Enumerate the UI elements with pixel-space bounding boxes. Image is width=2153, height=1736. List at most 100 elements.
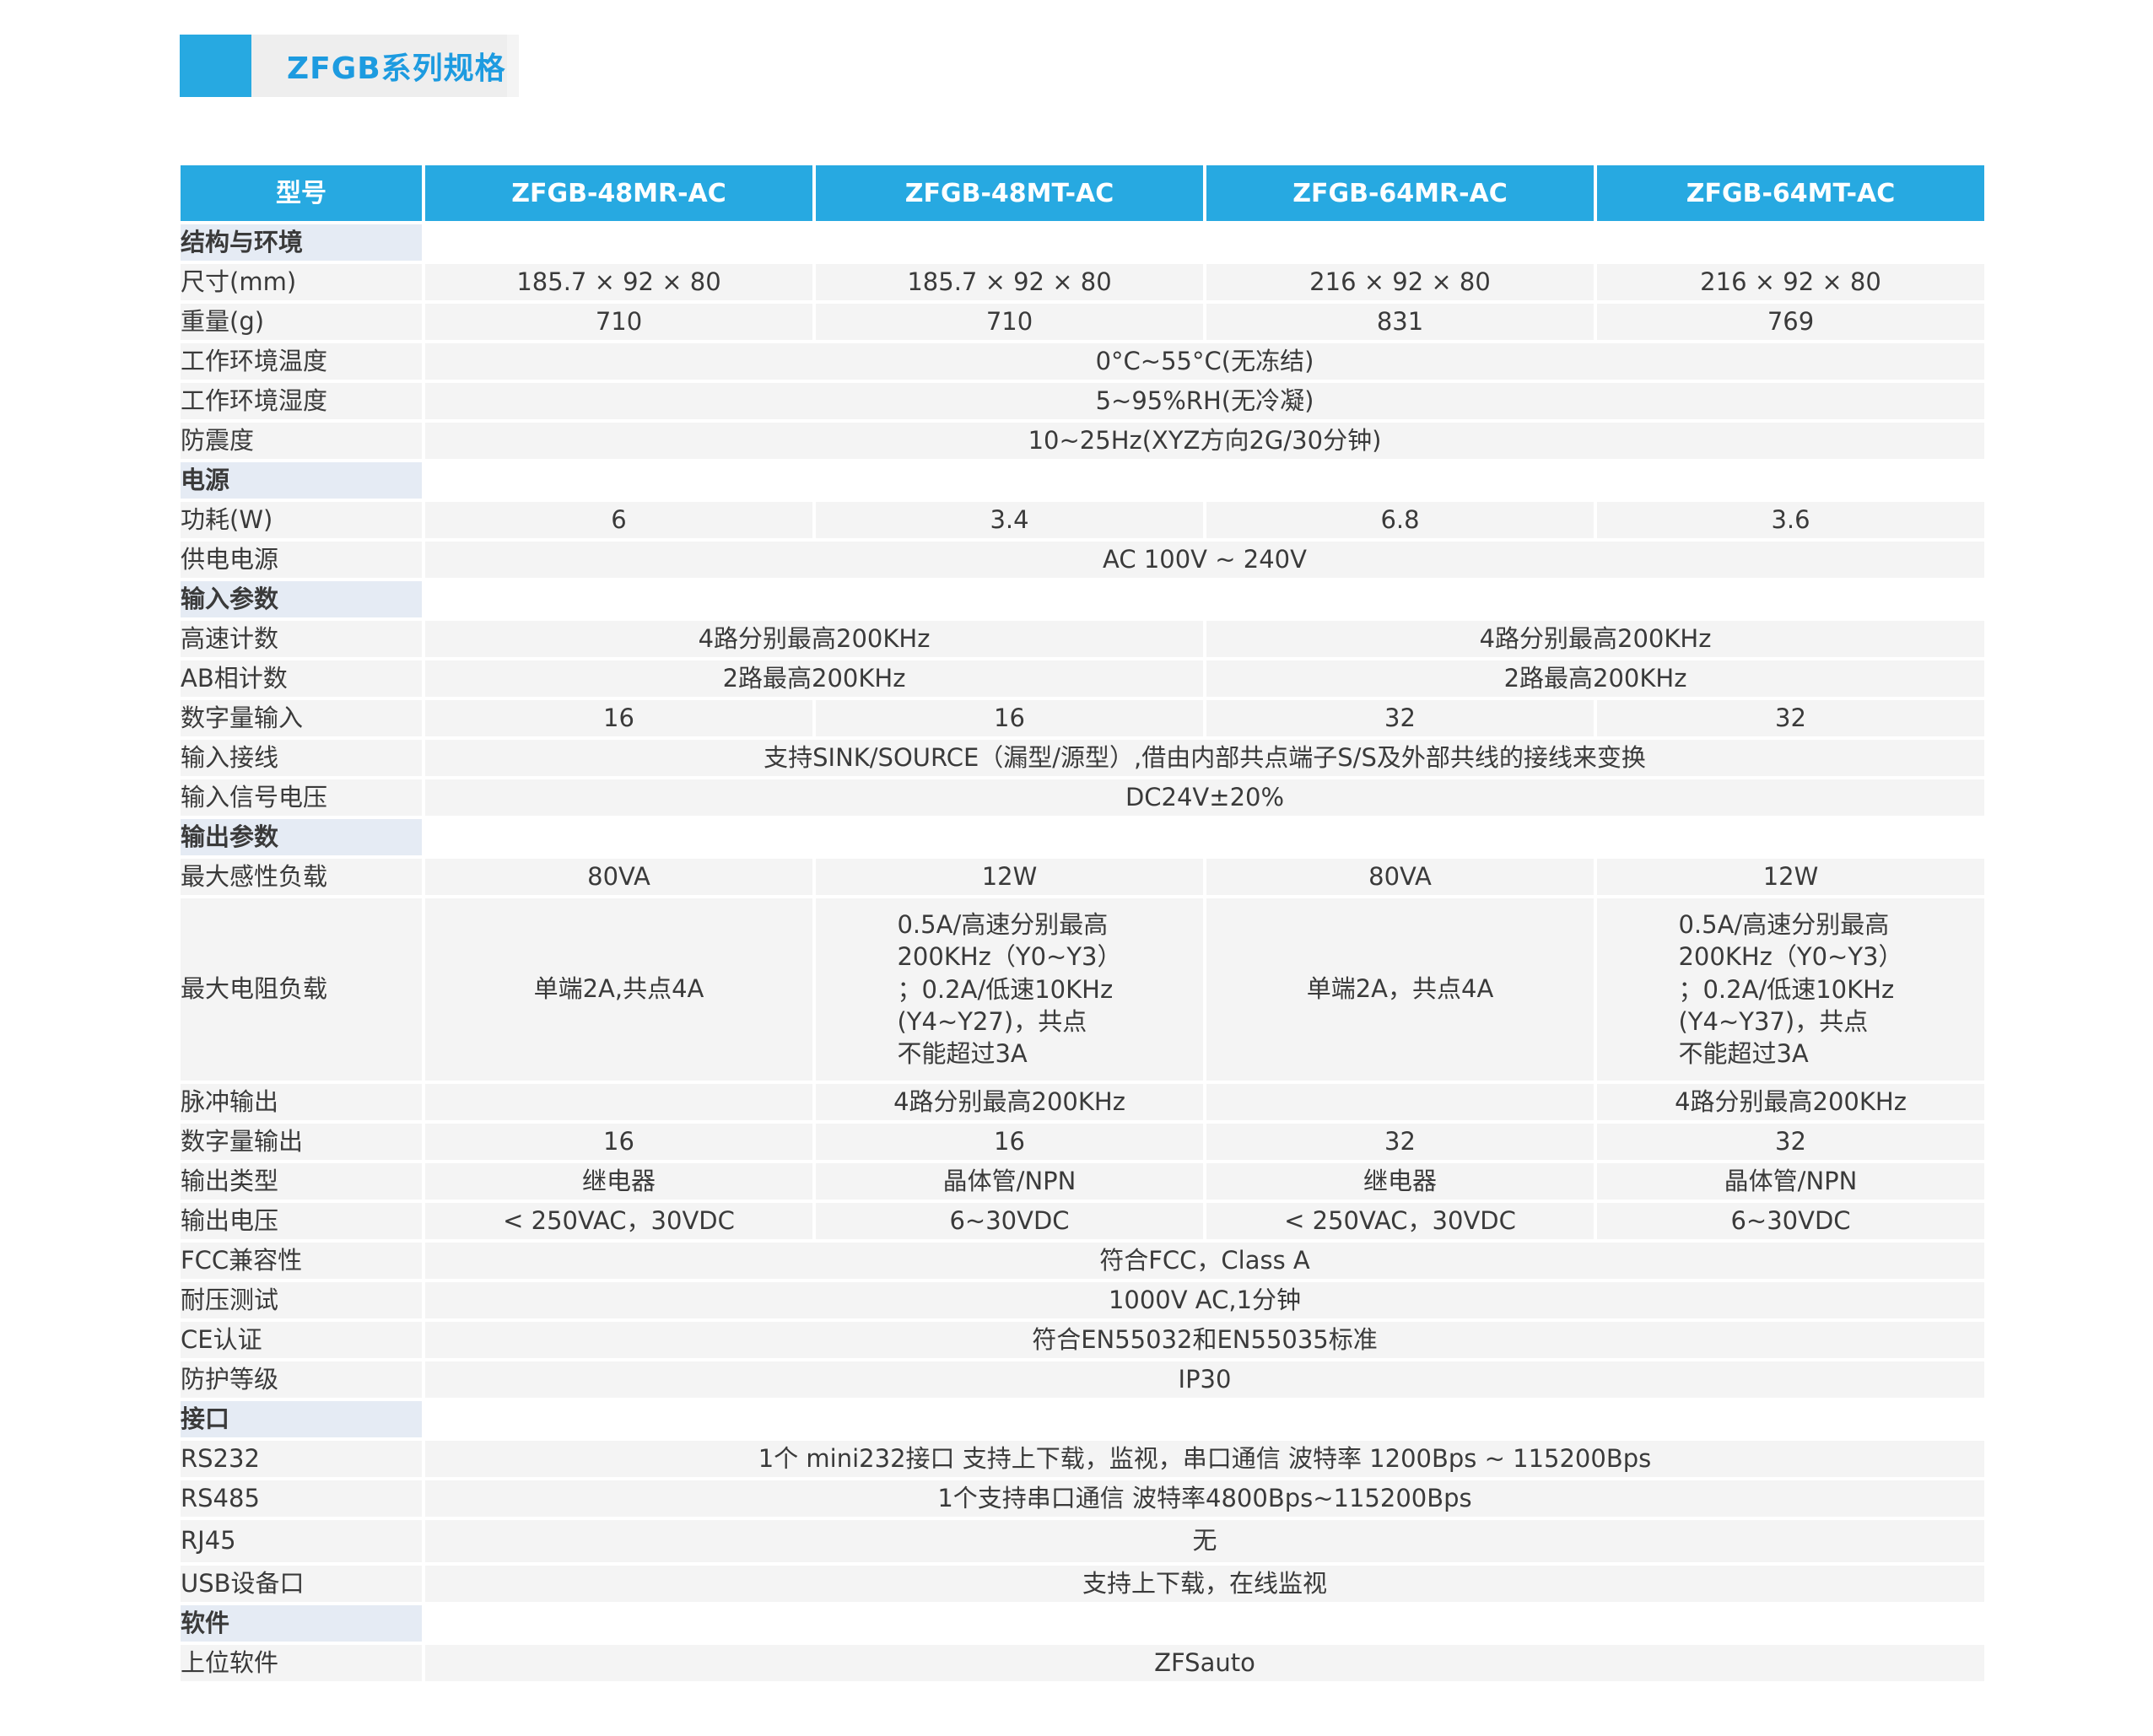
table-cell: 16 <box>425 700 812 736</box>
table-cell: 无 <box>425 1520 1984 1562</box>
table-cell: 16 <box>425 1124 812 1160</box>
row-label: AB相计数 <box>181 660 422 697</box>
table-row: 上位软件 ZFSauto <box>181 1645 1984 1681</box>
table-cell: 216 × 92 × 80 <box>1597 264 1984 300</box>
table-cell: 16 <box>816 700 1203 736</box>
title-accent-bar <box>180 35 251 97</box>
table-row: 数字量输入 16 16 32 32 <box>181 700 1984 736</box>
section-title: 输出参数 <box>181 819 422 855</box>
table-cell: 支持SINK/SOURCE（漏型/源型）,借由内部共点端子S/S及外部共线的接线… <box>425 740 1984 776</box>
section-title-block: ZFGB系列规格 <box>180 35 519 97</box>
table-cell: 5~95%RH(无冷凝) <box>425 383 1984 419</box>
table-row: RJ45 无 <box>181 1520 1984 1562</box>
table-row: 防护等级 IP30 <box>181 1361 1984 1398</box>
row-label: 尺寸(mm) <box>181 264 422 300</box>
section-title: 电源 <box>181 462 422 499</box>
table-cell: 单端2A,共点4A <box>425 898 812 1081</box>
row-label: 工作环境湿度 <box>181 383 422 419</box>
table-cell: 4路分别最高200KHz <box>816 1084 1203 1120</box>
table-cell: 晶体管/NPN <box>816 1163 1203 1200</box>
table-cell: 继电器 <box>1206 1163 1594 1200</box>
section-spacer <box>425 462 1984 499</box>
table-cell: 6~30VDC <box>1597 1203 1984 1239</box>
row-label: RJ45 <box>181 1520 422 1562</box>
header-model-64mt: ZFGB-64MT-AC <box>1597 165 1984 221</box>
table-cell: 6.8 <box>1206 502 1594 538</box>
table-cell: 4路分别最高200KHz <box>425 621 1203 657</box>
table-cell: 符合FCC，Class A <box>425 1243 1984 1279</box>
section-title: 软件 <box>181 1605 422 1642</box>
section-spacer <box>425 819 1984 855</box>
row-label: 输入信号电压 <box>181 779 422 816</box>
table-cell: 185.7 × 92 × 80 <box>425 264 812 300</box>
spec-table-body: 结构与环境 尺寸(mm) 185.7 × 92 × 80 185.7 × 92 × 8… <box>181 224 1984 1681</box>
row-label: 上位软件 <box>181 1645 422 1681</box>
section-spacer <box>425 581 1984 617</box>
table-row: 最大电阻负载 单端2A,共点4A 0.5A/高速分别最高 200KHz（Y0~Y3）… <box>181 898 1984 1081</box>
table-cell: 32 <box>1597 1124 1984 1160</box>
section-title: 结构与环境 <box>181 224 422 261</box>
table-cell: DC24V±20% <box>425 779 1984 816</box>
table-cell: 12W <box>1597 859 1984 895</box>
table-row: 输出电压 < 250VAC，30VDC 6~30VDC < 250VAC，30VDC 6… <box>181 1203 1984 1239</box>
table-cell: < 250VAC，30VDC <box>1206 1203 1594 1239</box>
table-cell: 16 <box>816 1124 1203 1160</box>
section-header-row: 输入参数 <box>181 581 1984 617</box>
table-row: 尺寸(mm) 185.7 × 92 × 80 185.7 × 92 × 80 216 … <box>181 264 1984 300</box>
row-label: 最大电阻负载 <box>181 898 422 1081</box>
table-cell: < 250VAC，30VDC <box>425 1203 812 1239</box>
table-cell: 185.7 × 92 × 80 <box>816 264 1203 300</box>
table-row: RS232 1个 mini232接口 支持上下载，监视，串口通信 波特率 1200… <box>181 1441 1984 1477</box>
table-cell: ZFSauto <box>425 1645 1984 1681</box>
table-cell: 710 <box>425 304 812 340</box>
table-cell: 0.5A/高速分别最高 200KHz（Y0~Y3） ；0.2A/低速10KHz … <box>816 898 1203 1081</box>
table-cell: 单端2A，共点4A <box>1206 898 1594 1081</box>
table-cell: 0.5A/高速分别最高 200KHz（Y0~Y3） ；0.2A/低速10KHz … <box>1597 898 1984 1081</box>
header-model-label: 型号 <box>181 165 422 221</box>
section-header-row: 电源 <box>181 462 1984 499</box>
table-row: 输入接线 支持SINK/SOURCE（漏型/源型）,借由内部共点端子S/S及外部共… <box>181 740 1984 776</box>
table-cell: 831 <box>1206 304 1594 340</box>
table-cell: 32 <box>1597 700 1984 736</box>
table-cell: 10~25Hz(XYZ方向2G/30分钟) <box>425 423 1984 459</box>
title-box: ZFGB系列规格 <box>251 35 519 97</box>
table-cell: 符合EN55032和EN55035标准 <box>425 1322 1984 1358</box>
table-row: 工作环境温度 0°C~55°C(无冻结) <box>181 343 1984 380</box>
row-label: 供电电源 <box>181 542 422 578</box>
row-label: 重量(g) <box>181 304 422 340</box>
table-cell: 32 <box>1206 700 1594 736</box>
row-label: RS232 <box>181 1441 422 1477</box>
table-row: 数字量输出 16 16 32 32 <box>181 1124 1984 1160</box>
row-label: 输出类型 <box>181 1163 422 1200</box>
table-cell: 2路最高200KHz <box>1206 660 1984 697</box>
section-title: 接口 <box>181 1401 422 1437</box>
table-row: 最大感性负载 80VA 12W 80VA 12W <box>181 859 1984 895</box>
table-cell: 80VA <box>425 859 812 895</box>
table-cell: 4路分别最高200KHz <box>1597 1084 1984 1120</box>
row-label: RS485 <box>181 1480 422 1517</box>
header-model-48mr: ZFGB-48MR-AC <box>425 165 812 221</box>
table-cell: 1个 mini232接口 支持上下载，监视，串口通信 波特率 1200Bps ~… <box>425 1441 1984 1477</box>
spec-table: 型号 ZFGB-48MR-AC ZFGB-48MT-AC ZFGB-64MR-A… <box>177 162 1988 1685</box>
table-row: CE认证 符合EN55032和EN55035标准 <box>181 1322 1984 1358</box>
header-model-48mt: ZFGB-48MT-AC <box>816 165 1203 221</box>
page-title: ZFGB系列规格 <box>287 51 506 86</box>
table-cell: 0°C~55°C(无冻结) <box>425 343 1984 380</box>
row-label: 防震度 <box>181 423 422 459</box>
row-label: 脉冲输出 <box>181 1084 422 1120</box>
table-cell: 12W <box>816 859 1203 895</box>
table-cell: 1000V AC,1分钟 <box>425 1282 1984 1318</box>
table-cell: 80VA <box>1206 859 1594 895</box>
cell-multiline-text: 0.5A/高速分别最高 200KHz（Y0~Y3） ；0.2A/低速10KHz … <box>897 910 1122 1069</box>
header-model-64mr: ZFGB-64MR-AC <box>1206 165 1594 221</box>
section-header-row: 软件 <box>181 1605 1984 1642</box>
row-label: 耐压测试 <box>181 1282 422 1318</box>
section-header-row: 输出参数 <box>181 819 1984 855</box>
section-header-row: 结构与环境 <box>181 224 1984 261</box>
table-cell: 32 <box>1206 1124 1594 1160</box>
row-label: 数字量输出 <box>181 1124 422 1160</box>
row-label: 数字量输入 <box>181 700 422 736</box>
row-label: 防护等级 <box>181 1361 422 1398</box>
table-row: AB相计数 2路最高200KHz 2路最高200KHz <box>181 660 1984 697</box>
table-row: 脉冲输出 4路分别最高200KHz 4路分别最高200KHz <box>181 1084 1984 1120</box>
